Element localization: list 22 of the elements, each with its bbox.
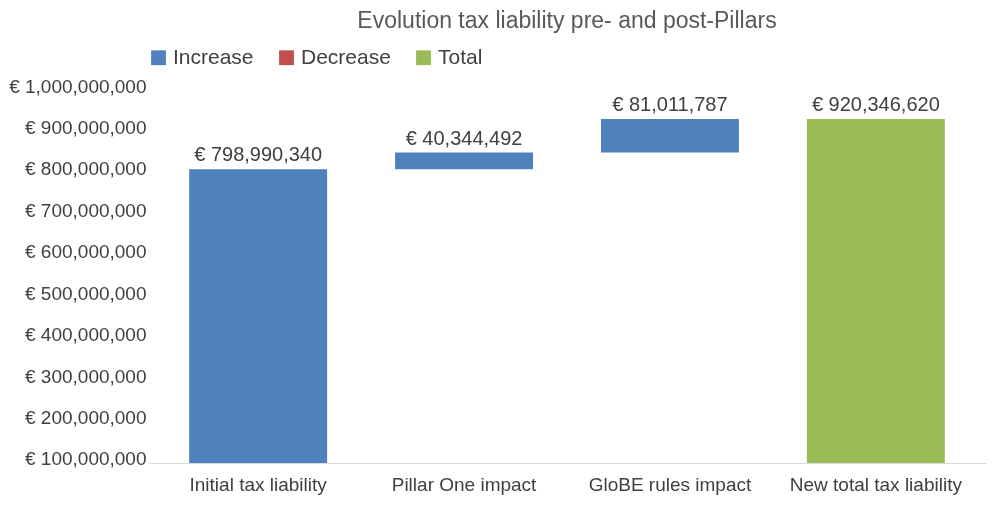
- data-label: € 81,011,787: [612, 93, 728, 115]
- chart-title: Evolution tax liability pre- and post-Pillars: [357, 7, 777, 33]
- legend-label: Decrease: [301, 44, 391, 68]
- y-tick-label: € 300,000,000: [24, 365, 147, 387]
- y-tick-label: € 1,000,000,000: [9, 75, 147, 97]
- y-tick-label: € 100,000,000: [24, 448, 147, 470]
- x-tick-label: Pillar One impact: [391, 473, 538, 495]
- x-tick-label: GloBE rules impact: [588, 473, 752, 495]
- legend-label: Increase: [173, 44, 254, 68]
- y-tick-label: € 500,000,000: [24, 282, 147, 304]
- x-tick-label: Initial tax liability: [189, 473, 328, 495]
- data-label: € 920,346,620: [811, 93, 940, 115]
- data-label: € 798,990,340: [194, 143, 323, 166]
- data-label: € 40,344,492: [405, 126, 523, 149]
- y-tick-label: € 400,000,000: [24, 324, 147, 346]
- y-tick-label: € 600,000,000: [24, 241, 147, 263]
- y-tick-label: € 200,000,000: [24, 406, 147, 428]
- legend-label: Total: [438, 44, 483, 68]
- x-tick-label: New total tax liability: [789, 473, 963, 495]
- y-tick-label: € 700,000,000: [24, 199, 147, 221]
- y-tick-label: € 800,000,000: [24, 158, 147, 180]
- y-tick-label: € 900,000,000: [24, 116, 147, 138]
